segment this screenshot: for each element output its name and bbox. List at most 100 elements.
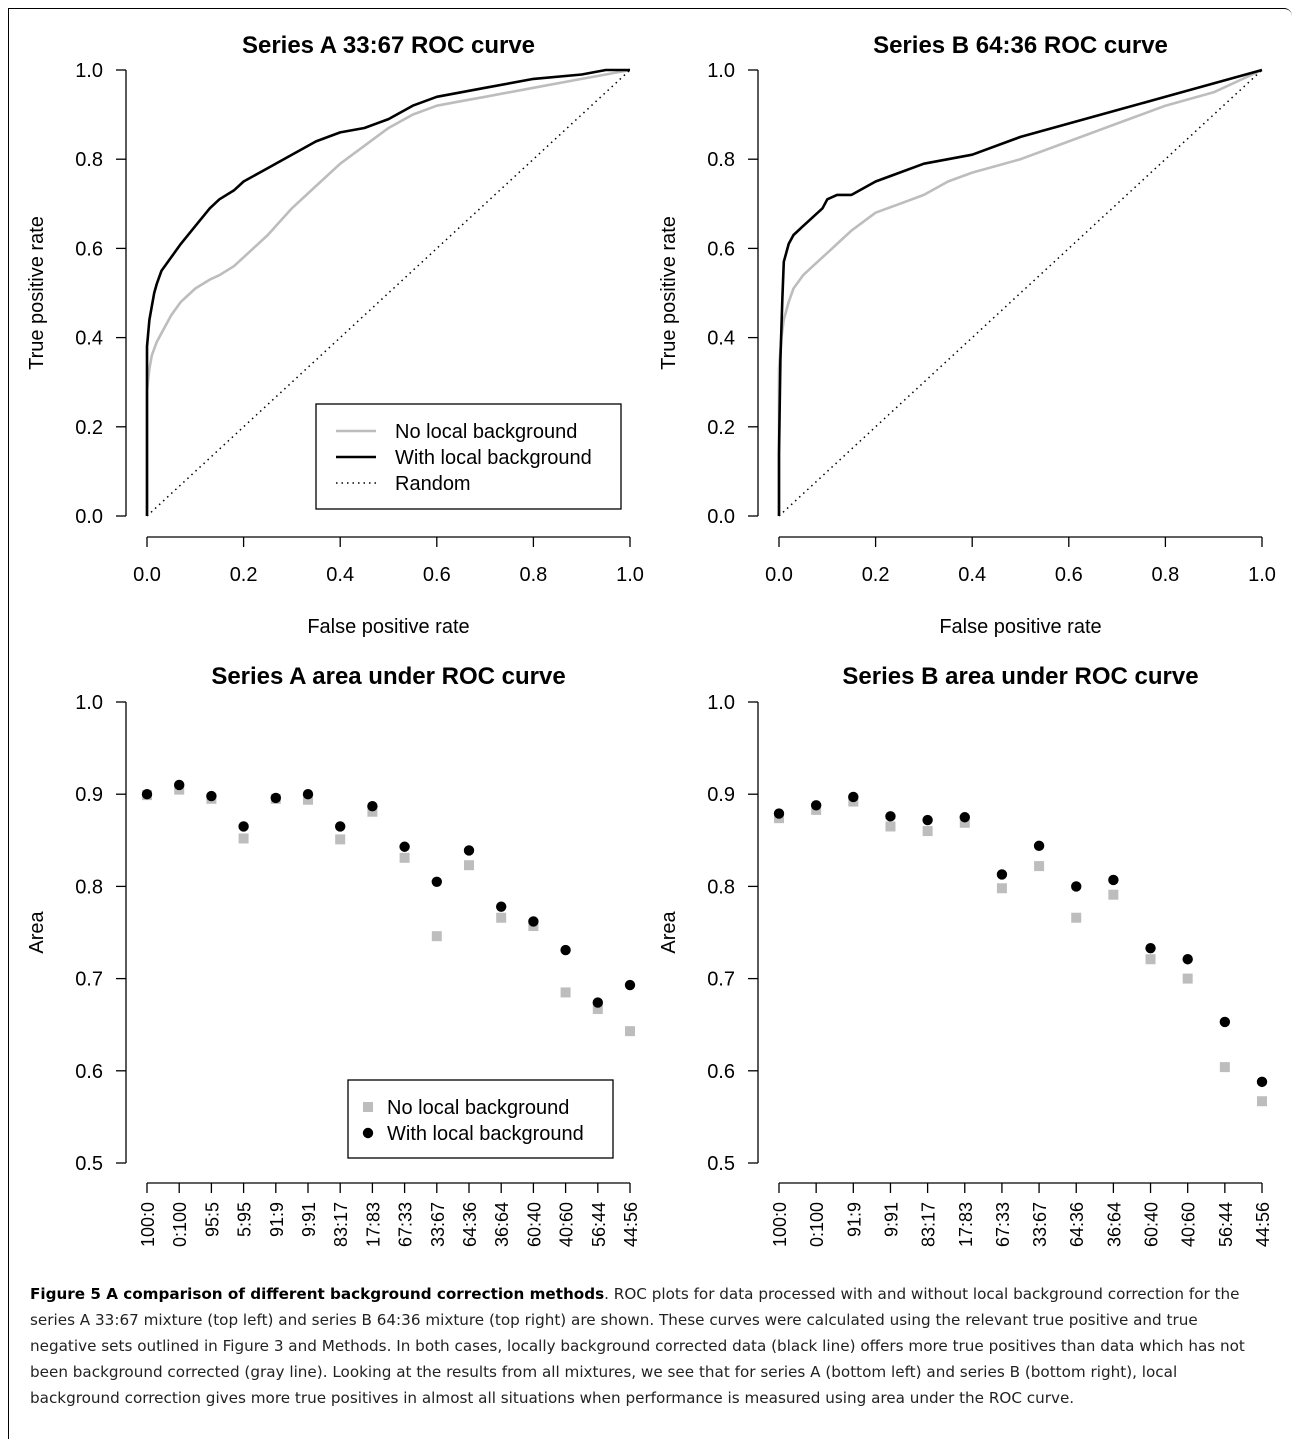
y-tick-label: 0.2 — [707, 417, 735, 439]
x-axis: 0.0 0.2 0.4 0.6 0.8 1.0 False positive rate — [133, 536, 644, 638]
y-tick-label: 0.7 — [707, 969, 735, 991]
data-point-square — [464, 860, 474, 871]
x-tick-label: 100:0 — [770, 1202, 790, 1247]
series-with-local-background — [773, 791, 1268, 1088]
y-tick-label: 0.2 — [75, 417, 103, 439]
data-point-circle — [1256, 1076, 1268, 1088]
x-tick-label: 0.8 — [519, 564, 547, 586]
y-tick-label: 1.0 — [707, 60, 735, 82]
x-tick-label: 0:100 — [170, 1202, 190, 1247]
x-tick-label: 56:44 — [589, 1202, 609, 1247]
data-point-circle — [174, 779, 185, 791]
legend-item: No local background — [336, 421, 577, 443]
series-with-local-background — [141, 779, 636, 1008]
data-point-circle — [496, 901, 507, 912]
data-point-circle — [560, 944, 571, 956]
y-tick-label: 1.0 — [75, 692, 103, 714]
data-point-circle — [431, 876, 442, 887]
data-point-square — [431, 931, 442, 942]
y-tick-label: 0.6 — [75, 1061, 103, 1083]
y-tick-label: 0.4 — [707, 328, 735, 350]
data-point-square — [996, 883, 1007, 894]
x-tick-label: 0.2 — [862, 564, 890, 586]
series-with-local-background — [777, 68, 1263, 516]
y-tick-label: 0.0 — [75, 506, 103, 528]
legend-label: With local background — [395, 447, 592, 469]
data-point-square — [922, 826, 933, 837]
y-tick-label: 0.8 — [707, 876, 735, 898]
data-point-square — [1071, 912, 1082, 923]
x-tick-label: 64:36 — [1067, 1202, 1087, 1247]
x-axis: 100:0 0:100 91:9 9:91 83:17 17:83 67:33 33:67 64… — [770, 1182, 1273, 1247]
x-tick-label: 40:60 — [1179, 1202, 1199, 1247]
series-line — [145, 68, 630, 516]
data-point-circle — [238, 821, 249, 832]
x-tick-label: 0.6 — [423, 564, 451, 586]
auc_b-panel: Series B area under ROC curve0.50.60.70.… — [658, 663, 1273, 1247]
data-point-circle — [922, 814, 933, 826]
data-point-square — [399, 852, 410, 863]
data-point-circle — [1145, 942, 1156, 954]
x-axis-label: False positive rate — [307, 616, 469, 638]
series-no-local-background — [142, 784, 635, 1037]
data-point-square — [560, 987, 571, 998]
y-tick-label: 0.6 — [707, 238, 735, 260]
legend: No local background With local background — [347, 1079, 614, 1159]
y-tick-label: 0.8 — [75, 149, 103, 171]
legend-label: No local background — [395, 421, 577, 443]
y-tick-label: 0.8 — [75, 876, 103, 898]
x-tick-label: 0.6 — [1055, 564, 1083, 586]
y-tick-label: 1.0 — [75, 60, 103, 82]
series-no-local-background — [777, 68, 1263, 516]
y-tick-label: 0.6 — [75, 238, 103, 260]
data-point-square — [238, 833, 249, 844]
x-axis-label: False positive rate — [939, 616, 1101, 638]
series-no-local-background — [774, 796, 1267, 1107]
data-point-square — [1182, 973, 1193, 984]
x-tick-label: 60:40 — [1142, 1202, 1162, 1247]
series-with-local-background — [145, 68, 630, 516]
y-axis-label: Area — [658, 911, 680, 954]
data-point-square — [592, 1004, 603, 1015]
x-tick-label: 0.0 — [133, 564, 161, 586]
data-point-square — [1145, 954, 1156, 965]
roc_a-panel: Series A 33:67 ROC curve 0.0 0.2 0.4 0.6 0.8 1… — [26, 32, 644, 638]
x-tick-label: 36:64 — [1104, 1202, 1124, 1247]
figure-caption: Figure 5 A comparison of different backg… — [30, 1281, 1260, 1411]
y-axis-label: True positive rate — [26, 216, 48, 370]
data-point-circle — [996, 869, 1008, 880]
x-tick-label: 64:36 — [460, 1202, 480, 1247]
x-tick-label: 100:0 — [138, 1202, 158, 1247]
y-axis: 0.0 0.2 0.4 0.6 0.8 1.0 True positive rate — [658, 60, 759, 528]
data-point-circle — [810, 800, 822, 811]
data-point-circle — [302, 789, 314, 800]
y-axis: 0.0 0.2 0.4 0.6 0.8 1.0 True positive rate — [26, 60, 127, 528]
y-tick-label: 0.9 — [75, 784, 103, 806]
data-point-square — [303, 794, 313, 805]
x-tick-label: 95:5 — [202, 1202, 222, 1237]
legend-label: With local background — [387, 1123, 584, 1145]
data-point-circle — [367, 800, 378, 812]
y-tick-label: 0.7 — [75, 969, 103, 991]
x-tick-label: 9:91 — [881, 1202, 901, 1237]
data-point-circle — [885, 811, 896, 822]
series-line — [777, 68, 1263, 516]
data-point-circle — [1033, 840, 1045, 852]
x-tick-label: 33:67 — [1030, 1202, 1050, 1247]
y-tick-label: 0.0 — [707, 506, 735, 528]
x-tick-label: 83:17 — [331, 1202, 351, 1247]
data-point-circle — [624, 979, 636, 991]
x-tick-label: 0.4 — [958, 564, 986, 586]
y-tick-label: 1.0 — [707, 692, 735, 714]
legend-label: No local background — [387, 1097, 569, 1119]
x-tick-label: 0.0 — [765, 564, 793, 586]
legend: No local background With local background… — [315, 403, 622, 510]
x-tick-label: 91:9 — [844, 1202, 864, 1237]
legend-swatch — [362, 1127, 374, 1139]
data-point-circle — [959, 812, 970, 823]
y-tick-label: 0.4 — [75, 328, 103, 350]
x-tick-label: 5:95 — [235, 1202, 255, 1237]
data-point-circle — [335, 821, 346, 832]
data-point-square — [885, 821, 896, 832]
chart-title: Series B area under ROC curve — [842, 663, 1198, 690]
